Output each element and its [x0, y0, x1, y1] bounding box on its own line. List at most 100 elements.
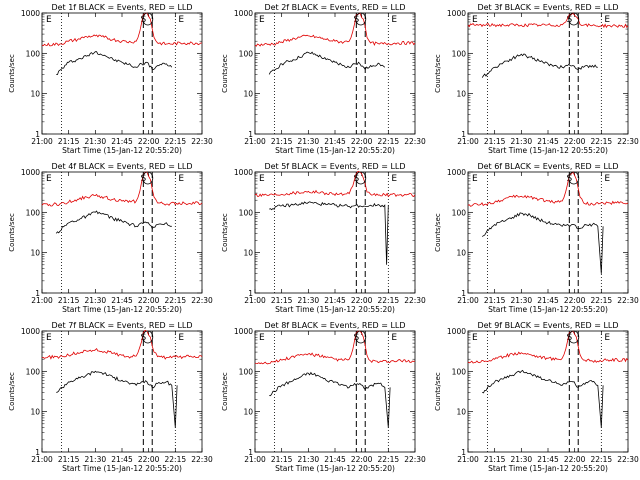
x-tick-label: 21:15: [271, 137, 293, 146]
y-tick-label: 1000: [21, 168, 40, 177]
y-tick-label: 10: [243, 408, 253, 417]
x-tick-label: 22:15: [165, 137, 187, 146]
marker-label: E: [472, 174, 478, 184]
x-tick-label: 22:00: [351, 455, 373, 464]
events-series-line: [268, 51, 386, 75]
marker-label: E: [391, 333, 397, 343]
x-tick-label: 21:15: [271, 455, 293, 464]
events-series-line: [56, 370, 178, 428]
x-tick-label: 21:45: [111, 296, 133, 305]
y-axis-label: Counts/sec: [434, 54, 442, 93]
x-tick-label: 21:00: [457, 455, 479, 464]
peak-circle-marker: [568, 12, 580, 26]
x-tick-label: 21:30: [511, 455, 533, 464]
peak-circle-marker: [568, 330, 580, 344]
x-axis-label: Start Time (15-Jan-12 20:55:20): [62, 305, 182, 314]
y-tick-label: 100: [26, 208, 41, 217]
x-tick-label: 21:00: [31, 137, 53, 146]
x-tick-label: 22:00: [138, 296, 160, 305]
panel-title: Det 7f BLACK = Events, RED = LLD: [51, 321, 192, 330]
y-axis-label: Counts/sec: [434, 372, 442, 411]
y-tick-label: 1000: [447, 9, 466, 18]
panel-3: Det 3f BLACK = Events, RED = LLD 21:00 21:…: [434, 3, 639, 155]
x-tick-label: 22:15: [591, 137, 613, 146]
x-tick-label: 21:00: [457, 137, 479, 146]
x-tick-label: 22:00: [138, 137, 160, 146]
x-tick-label: 22:30: [617, 137, 639, 146]
x-axis-label: Start Time (15-Jan-12 20:55:20): [488, 305, 608, 314]
y-axis-label: Counts/sec: [221, 372, 229, 411]
y-tick-label: 10: [30, 90, 40, 99]
panel-title: Det 3f BLACK = Events, RED = LLD: [477, 3, 618, 12]
y-tick-label: 1: [248, 130, 253, 139]
lld-series-line: [254, 170, 416, 198]
x-tick-label: 21:45: [111, 455, 133, 464]
marker-label: E: [259, 333, 265, 343]
panel-title: Det 8f BLACK = Events, RED = LLD: [264, 321, 405, 330]
panel-title: Det 5f BLACK = Events, RED = LLD: [264, 162, 405, 171]
lld-series-line: [254, 12, 416, 47]
marker-label: S: [140, 333, 146, 343]
lld-series-line: [254, 330, 416, 365]
lld-series-line: [467, 171, 629, 207]
panel-title: Det 4f BLACK = Events, RED = LLD: [51, 162, 192, 171]
x-tick-label: 21:30: [298, 137, 320, 146]
y-axis-label: Counts/sec: [221, 54, 229, 93]
events-series-line: [481, 212, 604, 274]
panel-6: Det 6f BLACK = Events, RED = LLD 21:00 21:…: [434, 162, 639, 314]
marker-label: S: [140, 15, 146, 25]
y-tick-label: 1: [461, 130, 466, 139]
events-series-line: [269, 201, 389, 265]
events-series-line: [56, 51, 173, 76]
events-series-line: [481, 53, 598, 78]
y-tick-label: 1000: [447, 168, 466, 177]
y-tick-label: 1: [35, 289, 40, 298]
marker-label: E: [46, 174, 52, 184]
y-tick-label: 1: [248, 448, 253, 457]
x-tick-label: 22:30: [404, 137, 426, 146]
marker-label: S: [566, 15, 572, 25]
marker-label: E: [178, 174, 184, 184]
x-tick-label: 21:15: [58, 296, 80, 305]
x-tick-label: 21:45: [324, 137, 346, 146]
x-tick-label: 21:30: [511, 137, 533, 146]
x-tick-label: 22:30: [404, 455, 426, 464]
x-axis-label: Start Time (15-Jan-12 20:55:20): [275, 146, 395, 155]
x-axis-label: Start Time (15-Jan-12 20:55:20): [62, 146, 182, 155]
x-tick-label: 22:00: [564, 296, 586, 305]
peak-circle-marker: [568, 171, 580, 185]
y-tick-label: 1: [461, 448, 466, 457]
marker-label: S: [140, 174, 146, 184]
peak-circle-marker: [355, 171, 367, 185]
y-axis-label: Counts/sec: [8, 54, 16, 93]
x-tick-label: 22:00: [564, 455, 586, 464]
marker-label: E: [46, 333, 52, 343]
x-axis-label: Start Time (15-Jan-12 20:55:20): [62, 464, 182, 473]
y-tick-label: 100: [26, 49, 41, 58]
y-tick-label: 1000: [234, 327, 253, 336]
y-tick-label: 10: [456, 249, 466, 258]
x-tick-label: 21:15: [271, 296, 293, 305]
lld-series-line: [41, 329, 203, 360]
y-tick-label: 10: [456, 408, 466, 417]
marker-label: S: [566, 174, 572, 184]
marker-label: S: [353, 333, 359, 343]
x-tick-label: 21:45: [324, 296, 346, 305]
peak-circle-marker: [355, 330, 367, 344]
lld-series-line: [41, 171, 203, 207]
x-tick-label: 21:30: [85, 296, 107, 305]
marker-label: E: [472, 15, 478, 25]
events-series-line: [482, 369, 604, 428]
x-tick-label: 22:30: [191, 455, 213, 464]
marker-label: S: [353, 174, 359, 184]
x-tick-label: 21:45: [111, 137, 133, 146]
x-tick-label: 22:30: [191, 296, 213, 305]
x-tick-label: 22:15: [165, 455, 187, 464]
y-tick-label: 10: [243, 90, 253, 99]
marker-label: E: [472, 333, 478, 343]
x-tick-label: 21:45: [537, 296, 559, 305]
panel-7: Det 7f BLACK = Events, RED = LLD 21:00 21:…: [8, 321, 213, 473]
panel-8: Det 8f BLACK = Events, RED = LLD 21:00 21:…: [221, 321, 426, 473]
x-tick-label: 21:30: [511, 296, 533, 305]
